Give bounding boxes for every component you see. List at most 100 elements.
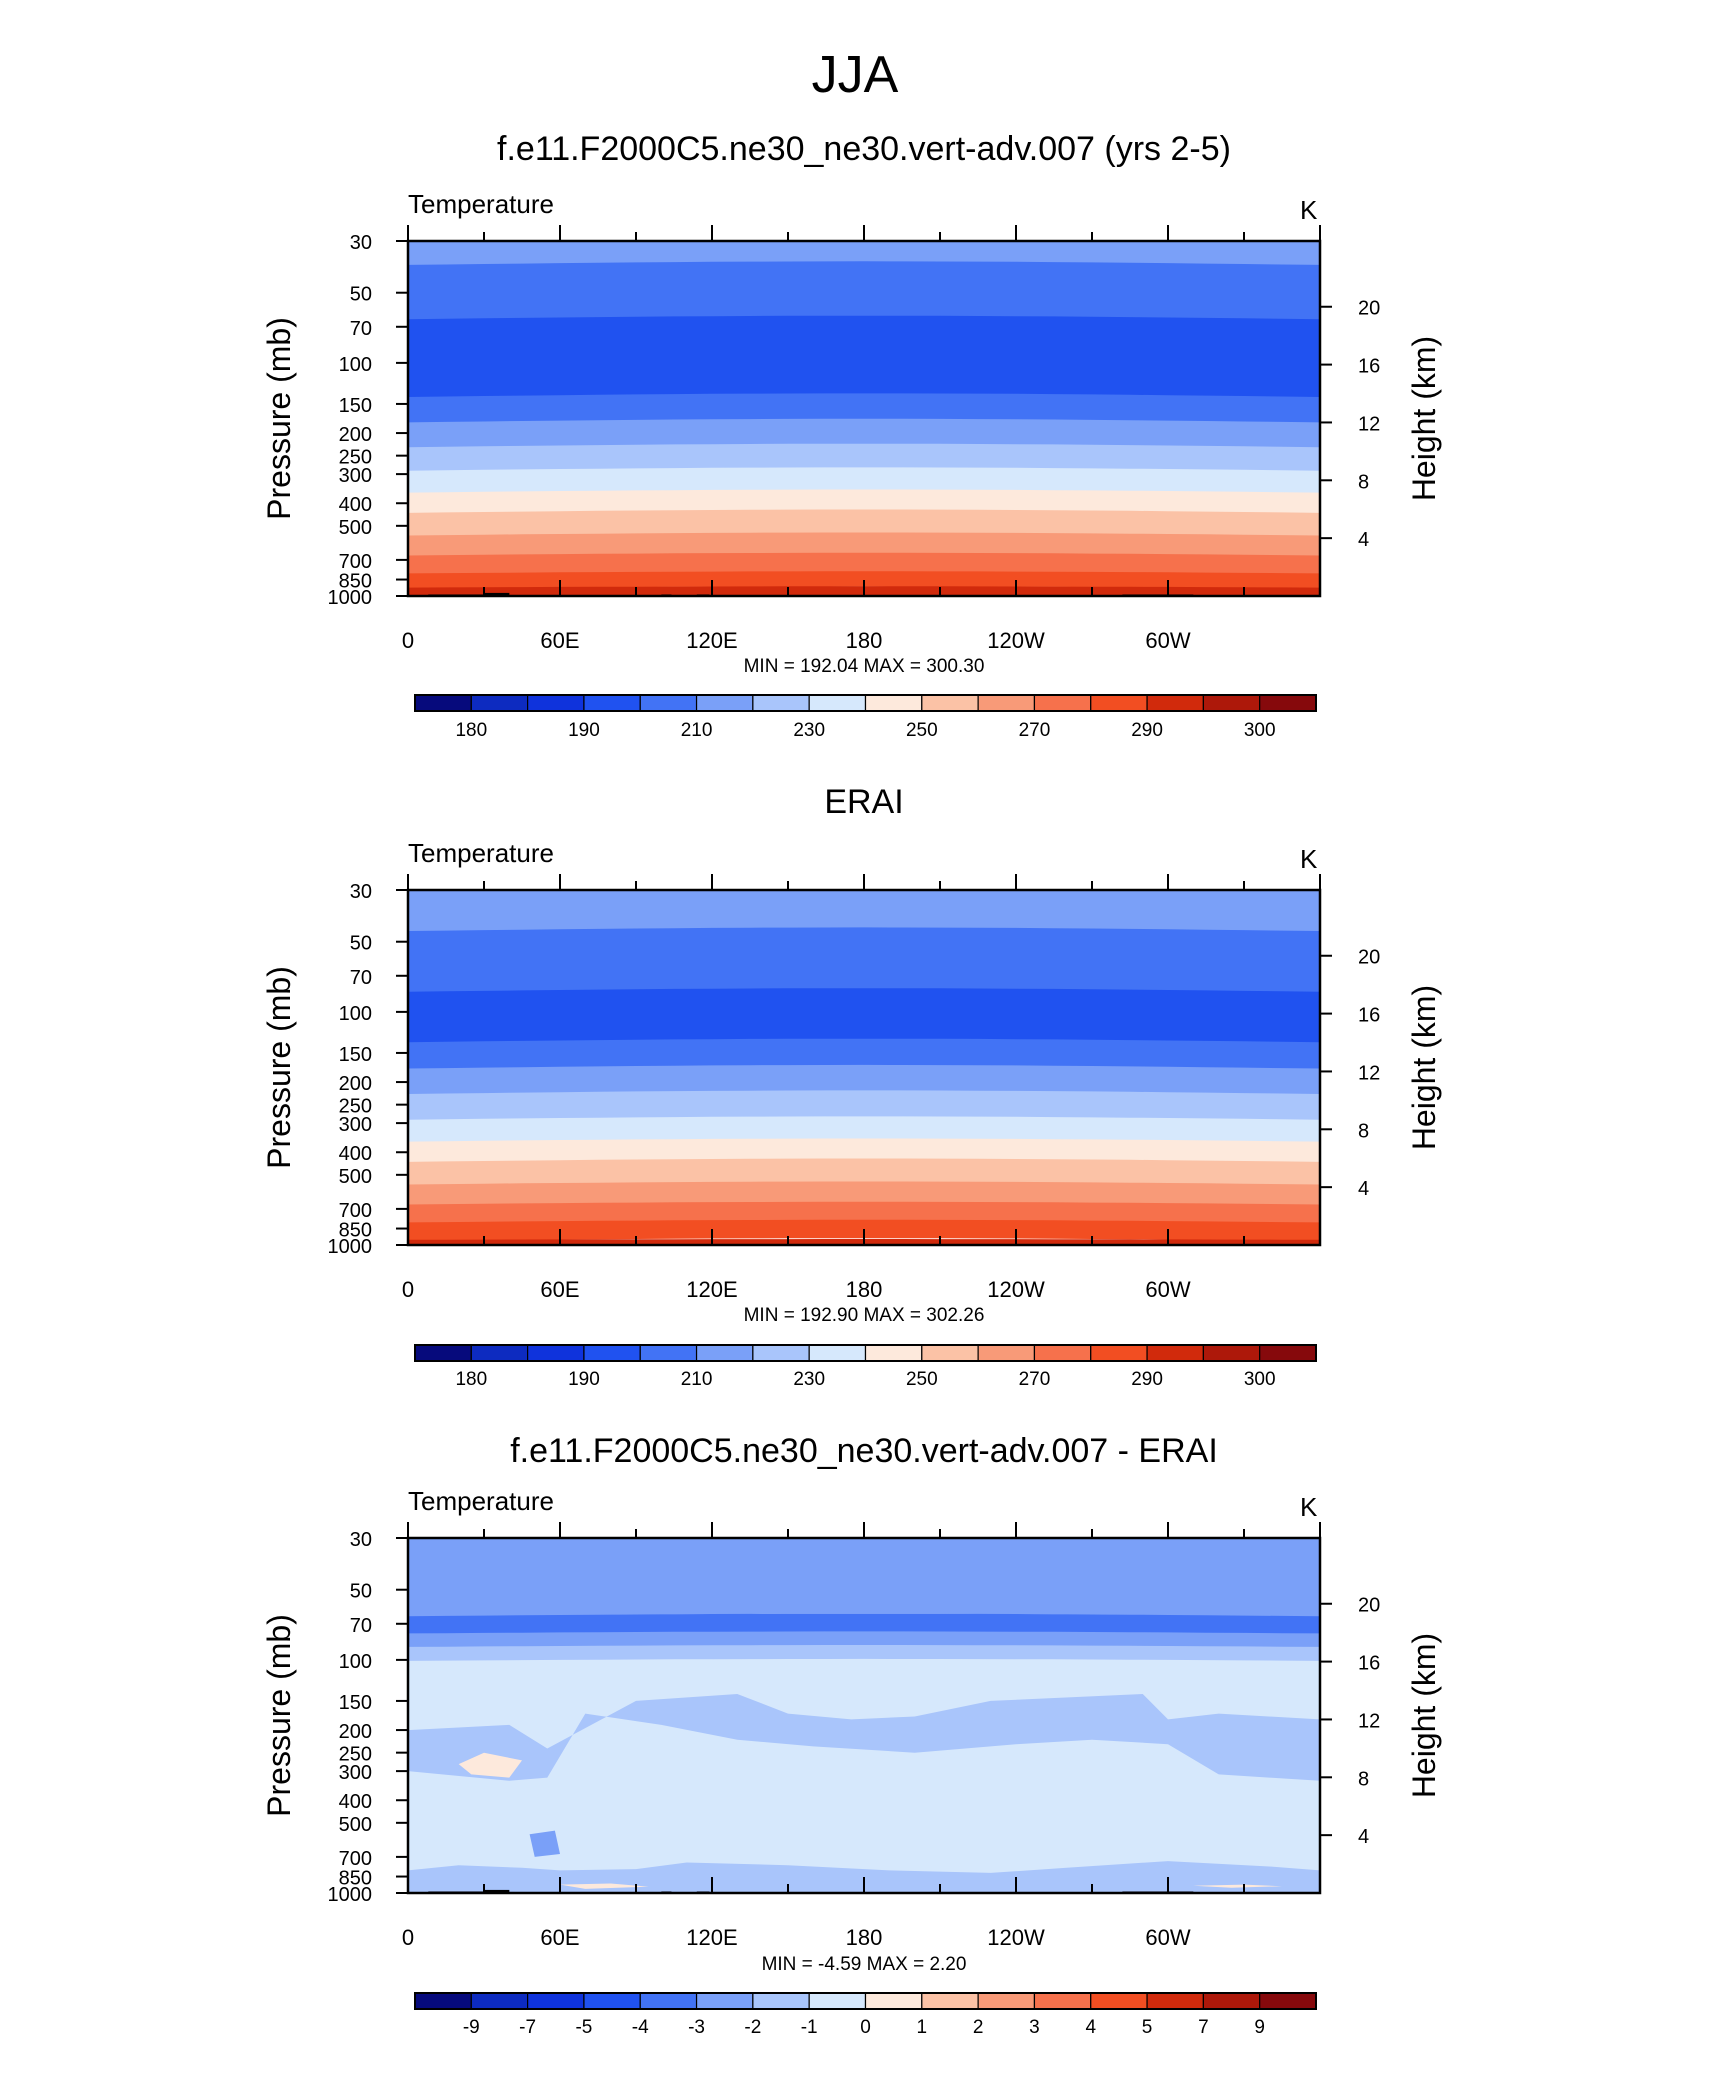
colorbar-box — [1259, 1992, 1317, 2010]
colorbar-label: 190 — [568, 720, 600, 741]
field-band — [408, 1631, 1320, 1648]
y-tick-right-label: 16 — [1358, 1653, 1380, 1675]
y-tick-label: 30 — [350, 1529, 372, 1551]
y-tick-label: 200 — [339, 1073, 372, 1095]
colorbar-label: 2 — [973, 2017, 984, 2038]
y-tick-label: 200 — [339, 1721, 372, 1743]
field-band — [408, 552, 1320, 575]
colorbar-label: 270 — [1019, 720, 1051, 741]
y-tick-label: 250 — [339, 1744, 372, 1766]
colorbar-box — [639, 1992, 698, 2010]
y-tick-label: 250 — [339, 447, 372, 469]
y-tick-label: 500 — [339, 517, 372, 539]
field-band — [408, 418, 1320, 449]
plot-area — [408, 1538, 1320, 1893]
colorbar-box — [1033, 1344, 1092, 1362]
topography-block — [484, 592, 510, 596]
colorbar-label: -3 — [688, 2017, 705, 2038]
field-region — [458, 1752, 522, 1778]
colorbar-box — [1202, 694, 1261, 712]
colorbar-box — [752, 1992, 810, 2010]
colorbar-frame — [414, 1992, 1317, 2010]
colorbar-box — [1146, 1344, 1204, 1362]
y-tick-right-label: 12 — [1358, 413, 1380, 435]
x-tick-label: 60E — [540, 1925, 579, 1950]
colorbar-label: -9 — [463, 2017, 480, 2038]
y-tick-label: 400 — [339, 1791, 372, 1813]
field-band — [408, 489, 1320, 514]
y-tick-label: 1000 — [328, 1884, 373, 1906]
left-string: Temperature — [408, 1486, 554, 1516]
y-axis-title-right: Height (km) — [1406, 985, 1442, 1150]
field-band — [408, 532, 1320, 557]
panels: f.e11.F2000C5.ne30_ne30.vert-adv.007 (yr… — [261, 130, 1442, 2038]
colorbar-label: 300 — [1244, 720, 1276, 741]
colorbar-box — [1259, 1344, 1317, 1362]
y-tick-label: 70 — [350, 967, 372, 989]
x-tick-label: 60W — [1145, 1925, 1190, 1950]
colorbar-box — [1090, 694, 1148, 712]
colorbar-box — [583, 1992, 641, 2010]
field-band — [408, 1038, 1320, 1070]
y-tick-label: 70 — [350, 1615, 372, 1637]
colorbar-label: 210 — [681, 1369, 713, 1390]
colorbar-box — [752, 694, 810, 712]
colorbar-box — [864, 1992, 923, 2010]
plot-area — [408, 241, 1320, 596]
y-tick-right-label: 4 — [1358, 529, 1369, 551]
field-band — [408, 1116, 1320, 1143]
y-tick-label: 200 — [339, 424, 372, 446]
colorbar-box — [414, 1992, 472, 2010]
right-string: K — [1300, 1492, 1318, 1522]
min-max-stats: MIN = 192.04 MAX = 300.30 — [744, 656, 985, 677]
y-tick-right-label: 8 — [1358, 1768, 1369, 1790]
y-tick-right-label: 4 — [1358, 1178, 1369, 1200]
field-region — [529, 1830, 560, 1857]
x-tick-label: 60E — [540, 1277, 579, 1302]
colorbar-label: -5 — [575, 2017, 592, 2038]
panel-obs: ERAI Temperature K 0 60E 120E 180 120W 60W 30 50 70… — [261, 783, 1442, 1390]
x-tick-label: 60W — [1145, 1277, 1190, 1302]
colorbar-box — [414, 1344, 472, 1362]
field-band — [408, 1138, 1320, 1163]
y-tick-label: 500 — [339, 1814, 372, 1836]
y-tick-label: 850 — [339, 1220, 372, 1242]
field-band — [408, 1613, 1320, 1635]
colorbar-box — [752, 1344, 810, 1362]
x-tick-label: 120W — [987, 1277, 1045, 1302]
colorbar-box — [1033, 694, 1092, 712]
y-tick-label: 30 — [350, 232, 372, 254]
colorbar-box — [1202, 1992, 1261, 2010]
y-tick-label: 700 — [339, 551, 372, 573]
field-band — [408, 571, 1320, 589]
field-band — [408, 1645, 1320, 1661]
colorbar-label: 190 — [568, 1369, 600, 1390]
colorbar-label: -1 — [801, 2017, 818, 2038]
y-tick-label: 100 — [339, 1003, 372, 1025]
colorbar-label: 230 — [793, 720, 825, 741]
y-tick-label: 50 — [350, 933, 372, 955]
y-tick-label: 400 — [339, 1143, 372, 1165]
panel-diff: f.e11.F2000C5.ne30_ne30.vert-adv.007 - E… — [261, 1432, 1442, 2038]
colorbar-label: 0 — [860, 2017, 871, 2038]
x-tick-label: 0 — [402, 628, 414, 653]
colorbar-box — [977, 1344, 1036, 1362]
right-string: K — [1300, 195, 1318, 225]
y-tick-label: 700 — [339, 1200, 372, 1222]
y-axis-title: Pressure (mb) — [261, 966, 297, 1169]
colorbar-box — [695, 1344, 754, 1362]
y-tick-label: 700 — [339, 1848, 372, 1870]
y-tick-label: 300 — [339, 1114, 372, 1136]
x-tick-label: 120E — [686, 628, 737, 653]
colorbar-label: -4 — [632, 2017, 649, 2038]
colorbar-box — [1146, 694, 1204, 712]
y-tick-label: 70 — [350, 318, 372, 340]
x-tick-label: 0 — [402, 1277, 414, 1302]
field-band — [408, 1090, 1320, 1121]
topography-block — [484, 1889, 510, 1893]
field-region — [408, 1694, 1320, 1781]
colorbar-box — [1202, 1344, 1261, 1362]
x-tick-label: 60E — [540, 628, 579, 653]
y-tick-right-label: 8 — [1358, 1120, 1369, 1142]
